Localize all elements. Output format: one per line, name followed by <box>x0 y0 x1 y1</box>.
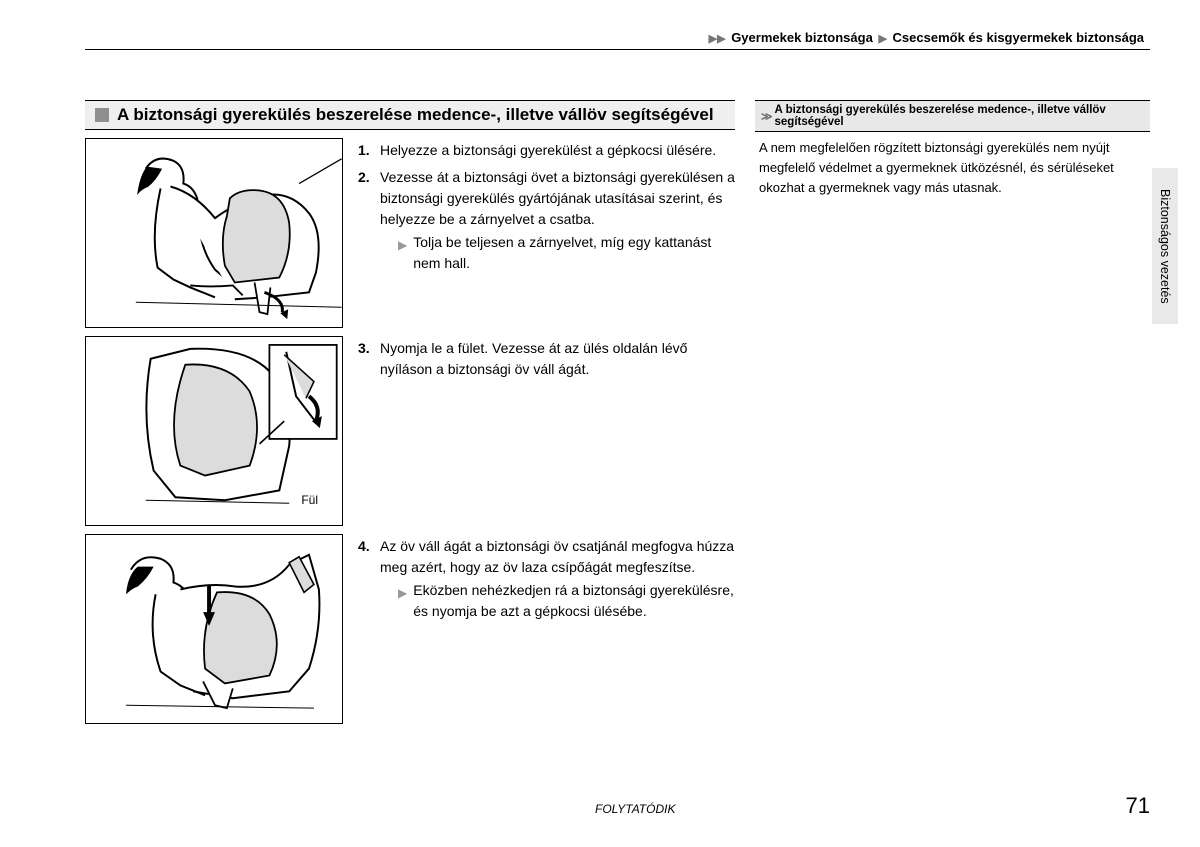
step-number: 4. <box>358 536 374 622</box>
breadcrumb-level-1: Gyermekek biztonsága <box>731 30 873 45</box>
step-number: 2. <box>358 167 374 274</box>
step-number: 1. <box>358 140 374 161</box>
sub-arrow-icon: ▶ <box>398 584 407 622</box>
note-chevron-icon: ≫ <box>761 110 771 123</box>
section-marker-icon <box>95 108 109 122</box>
breadcrumb-arrow-icon: ▶ <box>878 33 886 45</box>
section-title-text: A biztonsági gyerekülés beszerelése mede… <box>117 105 714 125</box>
illustration-step-4 <box>85 534 343 724</box>
illustration-step-3: Fül <box>85 336 343 526</box>
step-item: 2. Vezesse át a biztonsági övet a bizton… <box>358 167 735 274</box>
breadcrumb-level-2: Csecsemők és kisgyermekek biztonsága <box>893 30 1144 45</box>
breadcrumb-arrow-icon: ▶▶ <box>709 33 726 45</box>
side-tab: Biztonságos vezetés <box>1152 168 1178 324</box>
note-body-text: A nem megfelelően rögzített biztonsági g… <box>755 138 1150 198</box>
step-subtext: Tolja be teljesen a zárnyelvet, míg egy … <box>413 232 735 274</box>
step-text: Vezesse át a biztonsági övet a biztonság… <box>380 169 735 227</box>
step-item: 1. Helyezze a biztonsági gyerekülést a gé… <box>358 140 735 161</box>
step-item: 4. Az öv váll ágát a biztonsági öv csatj… <box>358 536 735 622</box>
step-number: 3. <box>358 338 374 380</box>
breadcrumb: ▶▶ Gyermekek biztonsága ▶ Csecsemők és k… <box>85 30 1150 45</box>
side-tab-label: Biztonságos vezetés <box>1158 189 1172 304</box>
note-header-text: A biztonsági gyerekülés beszerelése mede… <box>775 104 1144 128</box>
illustration-step-1 <box>85 138 343 328</box>
step-text: Nyomja le a fület. Vezesse át az ülés ol… <box>380 338 735 380</box>
step-item: 3.Nyomja le a fület. Vezesse át az ülés … <box>358 338 735 380</box>
step-subtext: Eközben nehézkedjen rá a biztonsági gyer… <box>413 580 735 622</box>
section-title-bar: A biztonsági gyerekülés beszerelése mede… <box>85 100 735 130</box>
illustration-label: Fül <box>301 493 318 507</box>
footer-continued: FOLYTATÓDIK <box>145 802 1126 816</box>
step-text: Az öv váll ágát a biztonsági öv csatjáná… <box>380 538 734 575</box>
header-divider <box>85 49 1150 50</box>
page-number: 71 <box>1126 793 1150 819</box>
note-header-bar: ≫ A biztonsági gyerekülés beszerelése me… <box>755 100 1150 132</box>
step-text: Helyezze a biztonsági gyerekülést a gépk… <box>380 140 716 161</box>
sub-arrow-icon: ▶ <box>398 236 407 274</box>
